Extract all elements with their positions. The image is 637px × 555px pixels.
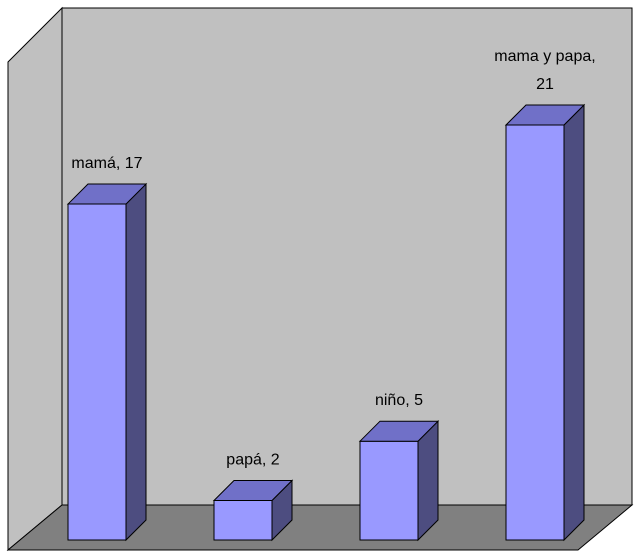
bar-top xyxy=(358,420,440,442)
bar-front xyxy=(359,440,419,541)
bar-top xyxy=(504,104,586,126)
data-label: papá, 2 xyxy=(226,451,279,468)
bars-group xyxy=(66,103,586,542)
bar-side xyxy=(563,103,585,542)
chart-side-wall xyxy=(7,6,63,552)
bar xyxy=(66,182,148,542)
bar-front xyxy=(505,124,565,541)
bar-side xyxy=(125,182,147,542)
bar-side xyxy=(417,419,439,542)
chart-floor xyxy=(6,504,634,551)
bar-front xyxy=(67,203,127,541)
bar xyxy=(504,103,586,542)
bar-front xyxy=(213,499,273,541)
bar-top xyxy=(66,183,148,205)
data-labels-group: mamá, 17 papá, 2 niño, 5 mama y papa, 21 xyxy=(71,48,595,468)
data-label: 21 xyxy=(536,76,554,93)
data-label: mama y papa, xyxy=(494,48,595,65)
bar xyxy=(358,419,440,542)
data-label: mamá, 17 xyxy=(71,155,142,172)
bar xyxy=(212,479,294,542)
bar-top xyxy=(212,479,294,501)
data-label: niño, 5 xyxy=(375,392,423,409)
